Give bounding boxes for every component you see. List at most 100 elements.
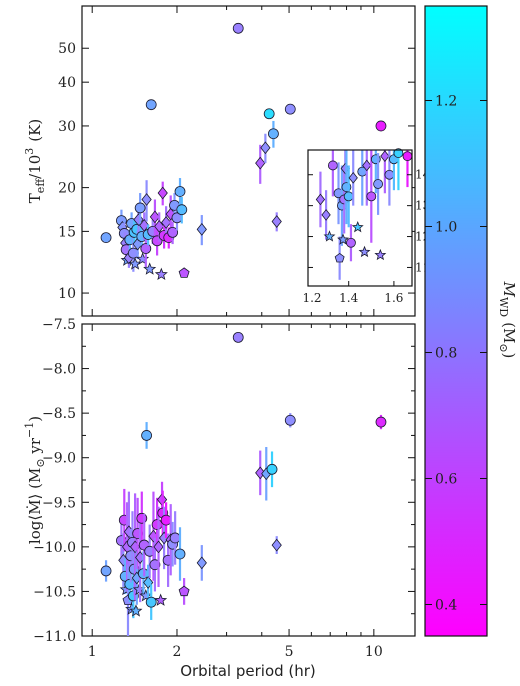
top-ylabel-sub: eff	[34, 178, 47, 194]
top-ylabel-main: T	[26, 193, 44, 203]
data-point	[196, 556, 207, 570]
data-point	[167, 226, 179, 238]
bottom-y-tick-label: −10.0	[33, 540, 76, 556]
data-point	[334, 252, 345, 263]
inset-frame	[307, 149, 413, 287]
colorbar-label-close: )	[500, 353, 518, 359]
data-point	[255, 466, 266, 480]
data-point	[380, 150, 390, 162]
data-point	[100, 565, 112, 577]
inset-x-tick-label: 1.4	[339, 291, 358, 305]
data-point	[178, 267, 190, 278]
data-point	[232, 331, 244, 343]
data-point	[327, 160, 338, 171]
data-point	[139, 589, 153, 602]
data-point	[375, 120, 387, 132]
top-y-tick-label: 30	[58, 119, 76, 135]
data-point	[323, 230, 336, 242]
data-point	[149, 210, 161, 224]
colorbar-label-main: M	[500, 281, 518, 298]
colorbar-tick-label: 1.2	[435, 94, 457, 110]
data-point	[145, 596, 157, 608]
bottom-y-tick-label: −9.0	[42, 451, 76, 467]
top-y-tick-label: 20	[58, 181, 76, 197]
colorbar-label-sub: WD	[497, 297, 510, 317]
data-point	[351, 221, 364, 233]
top-ylabel-unit: (K)	[26, 119, 44, 142]
data-point	[140, 243, 152, 254]
bottom-ylabel-sup: −1	[23, 422, 36, 438]
inset-x-tick-label: 1.6	[384, 291, 403, 305]
x-tick-label: 2	[173, 644, 182, 660]
top-y-tick-label: 15	[58, 224, 76, 240]
data-point	[169, 532, 181, 544]
data-point	[154, 220, 165, 233]
data-point	[315, 193, 326, 206]
top-y-ticks: 10 15 20 30 40 50	[58, 6, 415, 316]
data-point	[141, 430, 152, 441]
data-point	[143, 262, 157, 275]
data-point	[271, 215, 282, 228]
data-point	[161, 216, 172, 229]
data-point	[154, 593, 168, 606]
data-point	[358, 245, 371, 258]
bottom-ylabel-unit: yr	[26, 437, 44, 458]
top-y-tick-label: 10	[58, 286, 76, 302]
data-point	[384, 169, 395, 180]
colorbar-tick-label: 0.4	[435, 598, 457, 614]
bottom-ylabel-main: log⟨Ṁ⟩ (M	[26, 468, 44, 544]
x-tick-label: 1	[88, 644, 97, 660]
bottom-ylabel: log⟨Ṁ⟩ (M⊙ yr−1)	[23, 416, 47, 544]
bottom-y-tick-label: −7.5	[42, 317, 76, 333]
data-point	[154, 267, 168, 281]
bottom-ylabel-close: )	[26, 416, 44, 422]
data-point	[333, 188, 344, 199]
data-point	[266, 463, 278, 475]
x-tick-label: 5	[285, 644, 294, 660]
colorbar-label-unit: (M	[500, 322, 518, 343]
data-point	[149, 559, 161, 571]
top-points	[100, 22, 387, 281]
data-point	[263, 108, 275, 120]
data-point	[284, 414, 296, 426]
top-y-tick-label: 40	[58, 75, 76, 91]
data-point	[232, 22, 244, 34]
data-point	[100, 232, 112, 243]
bottom-y-tick-label: −11.0	[33, 629, 76, 645]
bottom-y-tick-label: −8.0	[42, 362, 76, 378]
data-point	[255, 156, 266, 170]
data-point	[375, 416, 387, 428]
data-point	[346, 237, 356, 248]
colorbar-frame	[424, 5, 488, 637]
data-point	[271, 538, 282, 552]
bottom-y-tick-label: −9.5	[42, 495, 76, 511]
data-point	[153, 540, 164, 554]
top-panel: 10 15 20 30 40 50 Teff/103 (K)	[23, 5, 416, 317]
top-ylabel: Teff/103 (K)	[23, 119, 47, 203]
bottom-panel: −11.0 −10.5 −10.0 −9.5 −9.0 −8.5 −8.0 −7.5 1 2 5 10…	[23, 317, 416, 680]
bottom-ylabel-sub: ⊙	[34, 458, 47, 467]
data-point	[129, 604, 143, 617]
data-point	[141, 193, 152, 206]
bottom-points	[100, 331, 387, 636]
data-point	[337, 233, 350, 245]
data-point	[321, 209, 331, 221]
colorbar: 0.4 0.6 0.8 1.0 1.2 MWD (M⊙)	[424, 5, 518, 637]
x-axis-label: Orbital period (hr)	[180, 662, 316, 680]
data-point	[174, 548, 186, 560]
data-point	[157, 186, 168, 200]
top-ylabel-rest: /10	[26, 155, 44, 179]
top-panel-frame	[81, 5, 416, 317]
data-point	[145, 99, 157, 111]
data-point	[366, 191, 377, 202]
data-point	[402, 151, 413, 162]
colorbar-ticks: 0.4 0.6 0.8 1.0 1.2	[425, 94, 487, 614]
bottom-ticks: −11.0 −10.5 −10.0 −9.5 −9.0 −8.5 −8.0 −7.5 1 2 5 10	[33, 317, 415, 660]
inset-points	[315, 148, 413, 280]
data-point	[260, 141, 271, 155]
data-point	[176, 204, 188, 216]
data-point	[373, 179, 383, 189]
